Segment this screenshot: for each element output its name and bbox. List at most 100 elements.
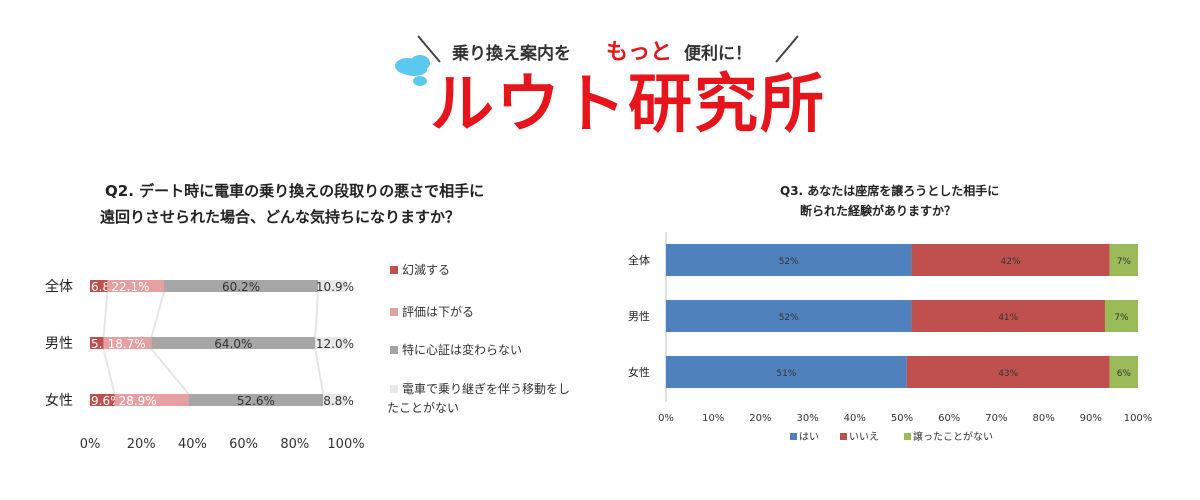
category-label: 全体 <box>628 253 650 267</box>
category-label: 全体 <box>45 278 73 295</box>
chart-q3-plot: 全体 52% 42% 7% 男性 52% 41% 7% 女性 51% 43% 6% 0% 10% 20% 30… <box>628 232 1153 443</box>
tagline: 乗り換え案内を もっと 便利に！ <box>448 34 758 65</box>
x-tick-label: 10% <box>702 413 724 424</box>
x-tick-label: 20% <box>749 413 771 424</box>
category-label: 男性 <box>628 309 650 323</box>
x-tick-label: 100% <box>1124 413 1153 424</box>
series-connector-line <box>102 291 109 338</box>
x-tick-label: 20% <box>127 437 156 452</box>
x-tick-label: 0% <box>658 413 674 424</box>
chart-q3-title-line1: Q3. あなたは座席を譲ろうとした相手に <box>780 184 1000 198</box>
legend-swatch <box>790 433 797 440</box>
legend-swatch <box>390 346 398 354</box>
chart-q2-plot: 全体6.8%22.1%60.2%10.9%男性5.3%18.7%64.0%12.… <box>45 263 570 452</box>
bar-segment <box>90 394 115 406</box>
legend-swatch <box>390 385 398 393</box>
x-tick-label: 40% <box>844 413 866 424</box>
x-tick-label: 70% <box>985 413 1007 424</box>
series-connector-line <box>150 348 190 395</box>
cloud-icon <box>395 55 430 86</box>
data-label: 6% <box>1117 369 1132 379</box>
chart-q3-title-line2: 断られた経験がありますか？ <box>800 204 957 218</box>
tagline-emphasis: もっと <box>606 40 673 65</box>
x-tick-label: 100% <box>327 437 364 452</box>
legend-label: 特に心証は変わらない <box>402 342 522 357</box>
x-tick-label: 40% <box>178 437 207 452</box>
series-connector-line <box>102 348 116 395</box>
bar-segment <box>1109 356 1138 388</box>
data-label: 43% <box>998 369 1018 379</box>
tagline-before: 乗り換え案内を <box>452 44 571 64</box>
data-label: 18.7% <box>108 337 146 351</box>
data-label: 9.6% <box>91 394 122 408</box>
category-label: 女性 <box>45 392 73 409</box>
bar-segment <box>114 394 189 406</box>
site-header: 乗り換え案内を もっと 便利に！ ルウト研究所 <box>0 0 1200 150</box>
data-label: 60.2% <box>222 280 260 294</box>
x-tick-label: 60% <box>938 413 960 424</box>
legend-label: 評価は下がる <box>402 304 474 319</box>
logo: ルウト研究所 <box>430 68 826 142</box>
bar-segment <box>107 280 164 292</box>
bar-segment <box>666 356 907 388</box>
data-label: 10.9% <box>316 280 354 294</box>
x-tick-label: 0% <box>80 437 101 452</box>
x-tick-label: 80% <box>1032 413 1054 424</box>
bar-segment <box>90 337 104 349</box>
bar-segment <box>315 337 346 349</box>
tagline-after: 便利に！ <box>684 44 752 64</box>
data-label: 8.8% <box>323 394 354 408</box>
data-label: 12.0% <box>316 337 354 351</box>
bar-segment <box>906 356 1110 388</box>
data-label: 7% <box>1117 257 1132 267</box>
series-connector-line <box>314 348 325 395</box>
bar-segment <box>666 300 912 332</box>
legend-label: 電車で乗り継ぎを伴う移動をし <box>402 381 570 396</box>
bar-segment <box>318 280 346 292</box>
data-label: 52% <box>779 257 799 267</box>
data-label: 22.1% <box>111 280 149 294</box>
x-tick-label: 30% <box>796 413 818 424</box>
data-label: 64.0% <box>214 337 252 351</box>
legend-swatch <box>390 308 398 316</box>
bar-segment <box>911 300 1105 332</box>
category-label: 男性 <box>45 336 73 352</box>
bar-segment <box>911 244 1110 276</box>
data-label: 28.9% <box>119 394 157 408</box>
legend-swatch <box>904 433 911 440</box>
bar-segment <box>1109 244 1138 276</box>
legend-label: 譲ったことがない <box>913 430 993 443</box>
data-label: 51% <box>776 369 796 379</box>
bar-segment <box>1104 300 1138 332</box>
bar-segment <box>151 337 316 349</box>
chart-q3: Q3. あなたは座席を譲ろうとした相手に 断られた経験がありますか？ 全体 52%… <box>600 150 1200 500</box>
category-label: 女性 <box>628 365 650 379</box>
chart-q2-title-line1: Q2. デート時に電車の乗り換えの段取りの悪さで相手に <box>105 182 485 200</box>
x-tick-label: 50% <box>891 413 913 424</box>
legend-label: いいえ <box>849 431 879 443</box>
bar-segment <box>163 280 319 292</box>
series-connector-line <box>314 291 320 338</box>
chart-q2: Q2. デート時に電車の乗り換えの段取りの悪さで相手に 遠回りさせられた場合、ど… <box>0 150 600 500</box>
x-tick-label: 90% <box>1080 413 1102 424</box>
legend-label: たことがない <box>387 400 459 415</box>
bar-segment <box>90 280 108 292</box>
bar-segment <box>323 394 346 406</box>
data-label: 52% <box>779 313 799 323</box>
bar-segment <box>103 337 152 349</box>
legend-swatch <box>840 433 847 440</box>
data-label: 42% <box>1001 257 1021 267</box>
legend-label: 幻滅する <box>402 263 450 277</box>
legend-label: はい <box>799 431 819 443</box>
data-label: 7% <box>1114 313 1129 323</box>
x-tick-label: 80% <box>280 437 309 452</box>
x-tick-label: 60% <box>229 437 258 452</box>
divider-right <box>775 35 799 63</box>
chart-q2-title-line2: 遠回りさせられた場合、どんな気持ちになりますか？ <box>100 208 461 226</box>
bar-segment <box>666 244 912 276</box>
bar-segment <box>188 394 324 406</box>
data-label: 41% <box>998 313 1018 323</box>
series-connector-line <box>150 291 165 338</box>
legend-swatch <box>390 266 398 274</box>
data-label: 52.6% <box>237 394 275 408</box>
